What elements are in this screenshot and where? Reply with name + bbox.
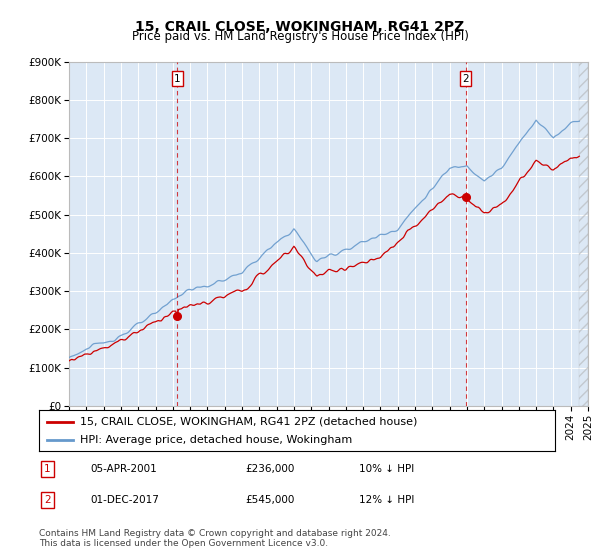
Text: 10% ↓ HPI: 10% ↓ HPI — [359, 464, 414, 474]
Text: 1: 1 — [44, 464, 51, 474]
Text: 2: 2 — [462, 74, 469, 84]
Text: 15, CRAIL CLOSE, WOKINGHAM, RG41 2PZ: 15, CRAIL CLOSE, WOKINGHAM, RG41 2PZ — [136, 20, 464, 34]
Text: Contains HM Land Registry data © Crown copyright and database right 2024.: Contains HM Land Registry data © Crown c… — [39, 529, 391, 538]
Text: 05-APR-2001: 05-APR-2001 — [91, 464, 157, 474]
Text: 01-DEC-2017: 01-DEC-2017 — [91, 495, 160, 505]
Text: £236,000: £236,000 — [245, 464, 295, 474]
Text: Price paid vs. HM Land Registry's House Price Index (HPI): Price paid vs. HM Land Registry's House … — [131, 30, 469, 43]
Text: 15, CRAIL CLOSE, WOKINGHAM, RG41 2PZ (detached house): 15, CRAIL CLOSE, WOKINGHAM, RG41 2PZ (de… — [80, 417, 418, 427]
Text: £545,000: £545,000 — [245, 495, 295, 505]
Text: 2: 2 — [44, 495, 51, 505]
Text: 12% ↓ HPI: 12% ↓ HPI — [359, 495, 414, 505]
Text: This data is licensed under the Open Government Licence v3.0.: This data is licensed under the Open Gov… — [39, 539, 328, 548]
Text: 1: 1 — [174, 74, 181, 84]
Text: HPI: Average price, detached house, Wokingham: HPI: Average price, detached house, Woki… — [80, 435, 353, 445]
